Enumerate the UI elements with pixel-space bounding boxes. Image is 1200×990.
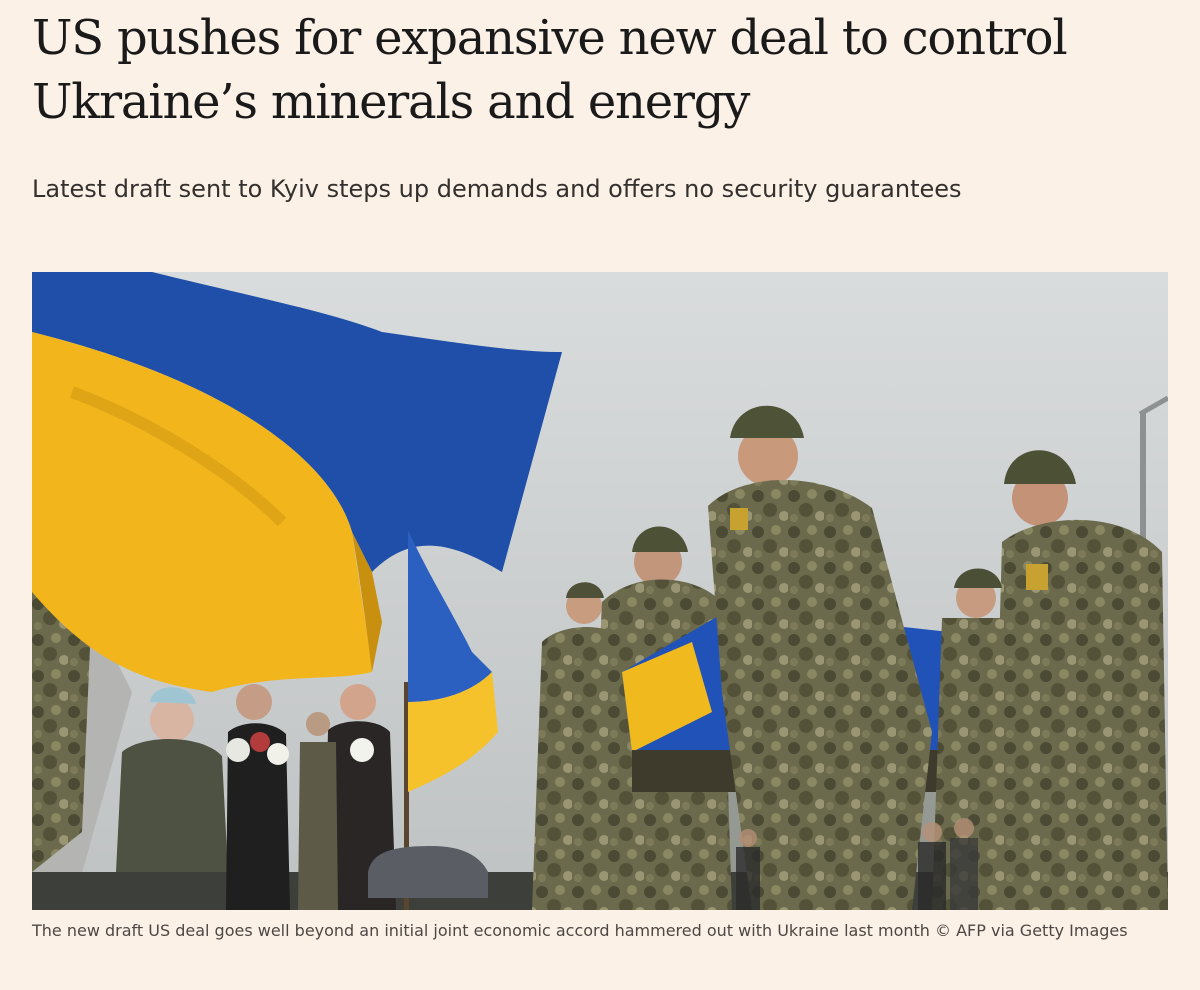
image-caption: The new draft US deal goes well beyond a… bbox=[32, 921, 1128, 940]
article-standfirst: Latest draft sent to Kyiv steps up deman… bbox=[32, 175, 962, 203]
funeral-procession-illustration bbox=[32, 272, 1168, 910]
article-main-image bbox=[32, 272, 1168, 910]
article-headline: US pushes for expansive new deal to cont… bbox=[32, 10, 1068, 130]
